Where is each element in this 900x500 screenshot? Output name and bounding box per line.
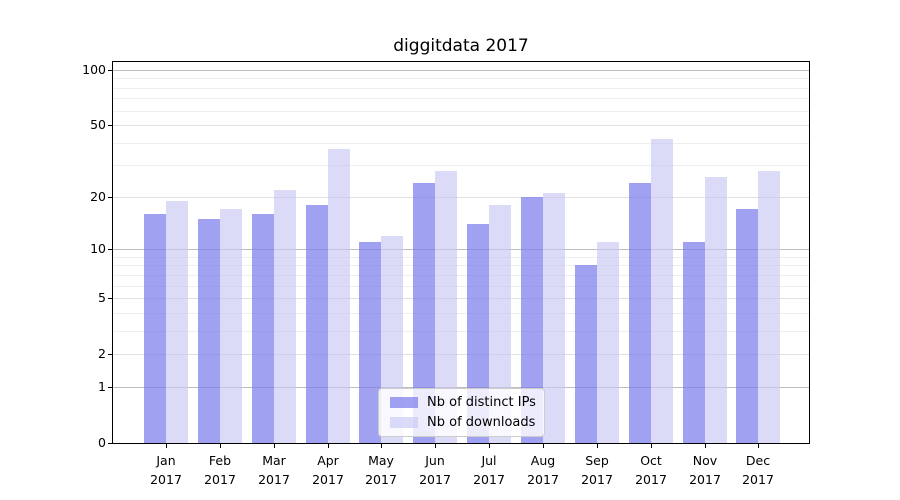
x-tick-label-sep: Sep 2017 [581, 453, 613, 487]
y-gridline-70 [113, 98, 809, 99]
bar-distinct-ips-aug [521, 197, 543, 443]
y-tick-label-1: 1 [98, 379, 106, 394]
bar-distinct-ips-feb [198, 219, 220, 443]
bar-downloads-mar [274, 190, 296, 443]
chart-title: diggitdata 2017 [393, 36, 529, 56]
x-tick-label-may: May 2017 [365, 453, 397, 487]
bar-distinct-ips-jan [144, 214, 166, 443]
y-tick-label-2: 2 [98, 346, 106, 361]
bar-downloads-nov [705, 177, 727, 443]
y-gridline-100 [113, 70, 809, 71]
x-tick-oct [651, 444, 652, 448]
x-tick-dec [758, 444, 759, 448]
y-tick-label-50: 50 [90, 117, 106, 132]
x-tick-aug [543, 444, 544, 448]
bar-distinct-ips-jun [413, 183, 435, 443]
bar-distinct-ips-sep [575, 265, 597, 443]
y-tick-label-20: 20 [90, 189, 106, 204]
y-tick-100 [108, 70, 112, 71]
y-gridline-5 [113, 298, 809, 299]
y-tick-1 [108, 387, 112, 388]
y-gridline-2 [113, 354, 809, 355]
y-tick-5 [108, 298, 112, 299]
x-tick-label-jul: Jul 2017 [473, 453, 505, 487]
y-gridline-60 [113, 111, 809, 112]
y-gridline-90 [113, 78, 809, 79]
y-gridline-8 [113, 265, 809, 266]
y-tick-label-10: 10 [90, 241, 106, 256]
bar-downloads-dec [758, 171, 780, 443]
x-tick-label-feb: Feb 2017 [204, 453, 236, 487]
legend-row-distinct-ips: Nb of distinct IPs [387, 395, 536, 411]
x-tick-nov [705, 444, 706, 448]
x-tick-jan [166, 444, 167, 448]
y-tick-0 [108, 443, 112, 444]
x-tick-jun [435, 444, 436, 448]
x-tick-apr [328, 444, 329, 448]
y-gridline-30 [113, 165, 809, 166]
bar-downloads-aug [543, 193, 565, 443]
y-tick-label-5: 5 [98, 290, 106, 305]
legend: Nb of distinct IPs Nb of downloads [378, 388, 545, 437]
x-tick-label-mar: Mar 2017 [258, 453, 290, 487]
legend-swatch-distinct-ips [390, 397, 418, 408]
bar-distinct-ips-oct [629, 183, 651, 443]
x-tick-label-dec: Dec 2017 [742, 453, 774, 487]
x-tick-label-aug: Aug 2017 [527, 453, 559, 487]
x-tick-mar [274, 444, 275, 448]
y-gridline-9 [113, 257, 809, 258]
y-tick-50 [108, 125, 112, 126]
bar-downloads-jul [489, 205, 511, 443]
y-tick-label-0: 0 [98, 435, 106, 450]
y-gridline-4 [113, 313, 809, 314]
y-gridline-40 [113, 143, 809, 144]
legend-row-downloads: Nb of downloads [387, 415, 536, 431]
bar-distinct-ips-apr [306, 205, 328, 443]
legend-swatch-downloads [390, 417, 418, 428]
x-tick-feb [220, 444, 221, 448]
legend-label-distinct-ips: Nb of distinct IPs [427, 394, 536, 410]
bar-downloads-apr [328, 149, 350, 443]
bar-downloads-feb [220, 209, 242, 443]
x-tick-sep [597, 444, 598, 448]
bar-distinct-ips-nov [683, 242, 705, 443]
bar-distinct-ips-may [359, 242, 381, 443]
x-tick-may [381, 444, 382, 448]
legend-label-downloads: Nb of downloads [427, 414, 536, 430]
y-gridline-10 [113, 249, 809, 250]
bar-downloads-jan [166, 201, 188, 443]
bar-distinct-ips-mar [252, 214, 274, 443]
y-gridline-6 [113, 286, 809, 287]
x-tick-label-nov: Nov 2017 [689, 453, 721, 487]
y-gridline-50 [113, 125, 809, 126]
x-tick-label-jan: Jan 2017 [150, 453, 182, 487]
y-gridline-20 [113, 197, 809, 198]
bar-downloads-jun [435, 171, 457, 443]
y-gridline-80 [113, 88, 809, 89]
y-tick-10 [108, 249, 112, 250]
x-tick-label-apr: Apr 2017 [312, 453, 344, 487]
y-tick-20 [108, 197, 112, 198]
y-tick-label-100: 100 [82, 62, 106, 77]
bar-downloads-sep [597, 242, 619, 443]
x-tick-label-jun: Jun 2017 [419, 453, 451, 487]
x-tick-label-oct: Oct 2017 [635, 453, 667, 487]
y-gridline-7 [113, 275, 809, 276]
x-tick-jul [489, 444, 490, 448]
y-gridline-3 [113, 331, 809, 332]
bar-distinct-ips-dec [736, 209, 758, 443]
y-tick-2 [108, 354, 112, 355]
bar-downloads-oct [651, 139, 673, 443]
y-gridline-1 [113, 387, 809, 388]
